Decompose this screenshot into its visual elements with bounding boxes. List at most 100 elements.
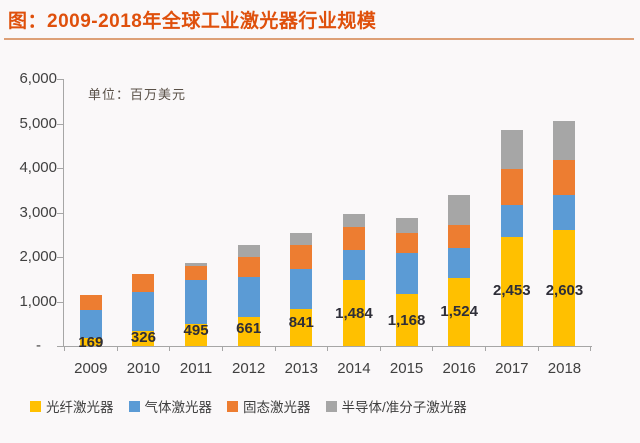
bar-2018-segment-fiber — [553, 230, 576, 346]
x-axis-label-2017: 2017 — [495, 360, 529, 377]
legend-swatch-semi — [325, 400, 337, 412]
y-axis-tick-label: 4,000 — [19, 159, 57, 176]
bar-2011-segment-gas — [185, 279, 208, 324]
x-axis-line — [63, 346, 592, 347]
bar-value-label-2012: 661 — [236, 320, 262, 337]
x-axis-label-2018: 2018 — [547, 360, 582, 377]
legend-swatch-fiber — [30, 400, 41, 412]
x-axis-tick — [116, 347, 118, 351]
bar-2012-segment-fiber — [237, 316, 260, 346]
bar-2016-segment-fiber — [448, 278, 471, 346]
bar-2015-segment-gas — [395, 253, 418, 294]
bar-2013-segment-gas — [290, 268, 313, 309]
legend-swatch-gas — [128, 400, 140, 412]
y-axis-tick — [57, 168, 64, 169]
bar-2017-segment-semi — [500, 130, 523, 169]
legend-swatch-solid — [227, 400, 238, 412]
x-axis-tick — [169, 347, 171, 351]
x-axis-tick — [327, 347, 329, 351]
bar-2016-segment-gas — [448, 248, 471, 279]
legend-label-solid: 固态激光器 — [243, 400, 311, 415]
bar-2014-segment-fiber — [342, 279, 365, 346]
bar-2017-segment-fiber — [500, 236, 523, 346]
bar-2012-segment-semi — [237, 245, 260, 258]
bar-value-label-2015: 1,168 — [387, 312, 426, 329]
y-axis-tick — [57, 123, 64, 125]
bar-value-label-2013: 841 — [288, 314, 314, 331]
chart-title: 图：2009-2018年全球工业激光器行业规模 — [8, 11, 377, 32]
x-axis-tick — [590, 347, 592, 351]
x-axis-tick — [274, 347, 276, 351]
y-axis-tick — [57, 212, 64, 214]
x-axis-label-2012: 2012 — [232, 360, 266, 377]
bar-value-label-2018: 2,603 — [545, 282, 584, 299]
x-axis-label-2014: 2014 — [337, 360, 371, 377]
legend-item-gas: 气体激光器 — [128, 396, 212, 416]
bar-2009-segment-gas — [79, 310, 102, 339]
bar-2016-segment-solid — [448, 224, 471, 249]
bar-2014-segment-solid — [342, 227, 365, 250]
x-axis-label-2013: 2013 — [284, 360, 318, 377]
bar-2018-segment-semi — [553, 121, 576, 160]
unit-label: 单位：百万美元 — [88, 87, 187, 102]
y-axis-tick-label: - — [36, 337, 41, 354]
bar-2012-segment-gas — [237, 277, 260, 317]
bar-2018-segment-solid — [553, 159, 576, 196]
bar-2018-segment-gas — [553, 195, 576, 231]
y-axis-tick — [57, 346, 64, 347]
y-axis-tick — [57, 301, 64, 303]
bar-2014-segment-semi — [342, 213, 365, 228]
bar-value-label-2011: 495 — [183, 322, 209, 339]
x-axis-tick — [221, 347, 223, 351]
bar-value-label-2010: 326 — [130, 329, 156, 346]
legend-item-solid: 固态激光器 — [227, 396, 311, 416]
x-axis-tick — [432, 347, 434, 351]
y-axis-tick-label: 5,000 — [19, 114, 57, 132]
legend-label-fiber: 光纤激光器 — [46, 400, 114, 415]
bar-2010-segment-fiber — [132, 331, 155, 346]
title-underline — [4, 38, 634, 40]
bar-2013-segment-semi — [290, 233, 313, 246]
bar-2012-segment-solid — [237, 257, 260, 278]
bar-2011-segment-fiber — [185, 323, 208, 346]
y-axis-tick-label: 2,000 — [19, 248, 57, 265]
x-axis-label-2010: 2010 — [126, 360, 161, 377]
bar-2015-segment-solid — [395, 233, 418, 254]
legend: 光纤激光器 气体激光器 固态激光器 半导体/准分子激光器 — [30, 396, 467, 416]
bar-2011-segment-semi — [185, 263, 208, 267]
x-axis-label-2009: 2009 — [74, 360, 108, 377]
bar-2011-segment-solid — [185, 266, 208, 280]
x-axis-tick — [485, 347, 487, 351]
y-axis-tick — [57, 79, 64, 80]
bar-value-label-2009: 169 — [78, 334, 104, 351]
bar-value-label-2016: 1,524 — [440, 303, 478, 320]
bar-2017-segment-solid — [500, 168, 523, 206]
x-axis-tick — [64, 347, 65, 351]
y-axis-tick-label: 3,000 — [19, 203, 57, 221]
bar-value-label-2017: 2,453 — [493, 282, 531, 299]
bar-2015-segment-fiber — [395, 294, 418, 346]
y-axis-tick — [57, 257, 64, 258]
bar-2010-segment-gas — [132, 292, 155, 332]
x-axis-tick — [379, 347, 381, 351]
bar-2010-segment-solid — [132, 273, 155, 293]
bar-2009-segment-solid — [79, 294, 102, 311]
x-axis-label-2016: 2016 — [442, 360, 476, 377]
bar-2017-segment-gas — [500, 205, 523, 237]
bar-2015-segment-semi — [395, 218, 418, 234]
bar-2009-segment-fiber — [79, 338, 102, 346]
bar-2014-segment-gas — [342, 249, 365, 280]
x-axis-label-2015: 2015 — [389, 360, 424, 377]
bar-2016-segment-semi — [448, 194, 471, 225]
bar-value-label-2014: 1,484 — [335, 305, 373, 322]
legend-item-semi: 半导体/准分子激光器 — [325, 396, 467, 416]
legend-label-semi: 半导体/准分子激光器 — [341, 400, 467, 415]
x-axis-tick — [537, 347, 539, 351]
legend-item-fiber: 光纤激光器 — [30, 396, 114, 416]
bar-2013-segment-solid — [290, 245, 313, 269]
bar-2013-segment-fiber — [290, 308, 313, 346]
y-axis-tick-label: 1,000 — [19, 292, 57, 310]
x-axis-label-2011: 2011 — [179, 360, 213, 377]
